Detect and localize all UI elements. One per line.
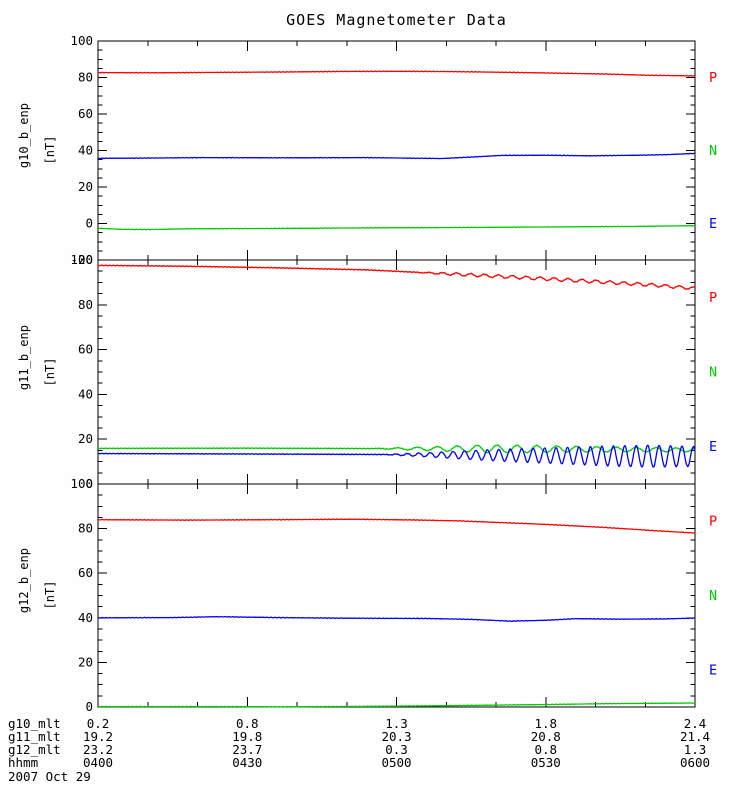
panel-border [97,259,696,485]
y-tick-label: 0 [85,216,93,231]
panel-g12: 0 20 40 60 80 100 P N E [70,476,717,714]
y-tick-label: 20 [78,654,93,669]
legend-label-P-g11: P [709,290,717,306]
trace-g10-P [97,70,696,77]
y-tick-label: 80 [78,521,93,536]
y-axis-units-g11: [nT] [43,357,57,387]
y-tick-label: 60 [78,106,93,121]
trace-g12-P [97,518,695,534]
panel-border [97,483,696,708]
y-tick-label: 60 [78,342,93,357]
y-tick-label: 100 [70,476,93,491]
y-tick-label: 20 [78,431,93,446]
trace-g11-P [97,264,695,290]
y-axis-label-g10-name: g10_b_enp [17,103,31,169]
y-axis-label-g10: g10_b_enp [nT] [5,70,83,230]
legend-label-N-g12: N [709,588,717,604]
panel-g11: 0 20 40 60 80 100 P N E [70,252,717,491]
trace-g11-E [97,444,696,468]
y-tick-label: 80 [78,70,93,85]
legend-label-E-g12: E [709,662,717,678]
legend-label-E-g10: E [709,216,717,232]
y-tick-label: 80 [78,297,93,312]
trace-g12-N [97,615,696,622]
panel-g10: -20 0 20 40 60 80 100 P N E [70,33,717,267]
y-tick-label: 60 [78,565,93,580]
y-tick-label: 100 [70,33,93,48]
legend-label-N-g11: N [709,365,717,381]
y-tick-label: -20 [70,252,93,267]
legend-label-E-g11: E [709,439,717,455]
y-tick-label: 0 [85,476,93,491]
trace-g12-E [97,702,696,708]
y-axis-units-g12: [nT] [43,580,57,610]
y-axis-units-g10: [nT] [43,135,57,165]
trace-g10-E [97,224,696,231]
y-tick-label: 40 [78,143,93,158]
y-axis-label-g11: g11_b_enp [nT] [5,292,83,452]
legend-label-P-g10: P [709,70,717,86]
y-tick-label: 0 [85,699,93,714]
legend-label-P-g12: P [709,514,717,530]
y-tick-label: 40 [78,610,93,625]
y-axis-label-g11-name: g11_b_enp [17,325,31,391]
date-label: 2007 Oct 29 [8,769,91,784]
chart-title: GOES Magnetometer Data [286,11,507,29]
trace-g10-N [97,152,696,160]
trace-g11-N [97,444,696,454]
y-tick-label: 100 [70,252,93,267]
legend-label-N-g10: N [709,143,717,159]
y-tick-label: 40 [78,386,93,401]
y-axis-label-g12-name: g12_b_enp [17,548,31,614]
y-axis-label-g12: g12_b_enp [nT] [5,515,83,675]
y-tick-label: 20 [78,179,93,194]
